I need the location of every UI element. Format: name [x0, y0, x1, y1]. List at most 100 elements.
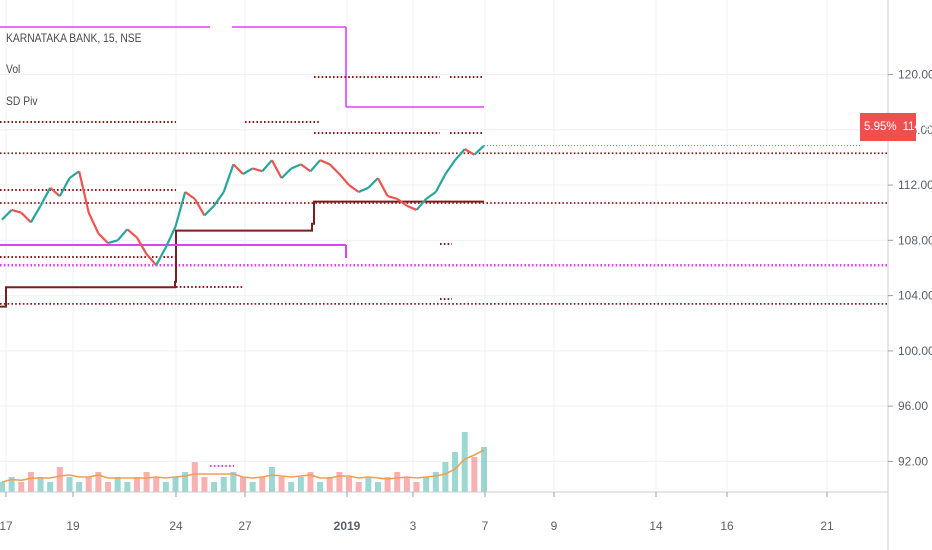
price-segment [376, 177, 389, 197]
volume-bar [268, 467, 275, 492]
price-segment [309, 159, 321, 172]
price-segment [87, 212, 100, 234]
volume-bar [66, 477, 73, 492]
volume-bar [114, 477, 121, 492]
volume-bar [259, 477, 266, 492]
price-segment [387, 195, 398, 200]
price-segment [300, 163, 312, 173]
x-tick-label: 16 [720, 519, 734, 533]
price-segment [164, 226, 177, 248]
price-segment [348, 184, 360, 193]
price-segment [136, 237, 148, 255]
price-segment [290, 163, 302, 170]
volume-bar [297, 477, 304, 492]
price-segment [39, 187, 52, 207]
price-segment [261, 159, 273, 172]
price-segment [97, 232, 109, 244]
price-segment [116, 228, 129, 242]
volume-bar [374, 482, 381, 492]
volume-bar [355, 482, 362, 492]
x-tick-label: 2019 [334, 519, 361, 533]
y-tick-label: 100.00 [898, 344, 932, 358]
price-segment [338, 173, 350, 186]
volume-bar [182, 472, 189, 492]
volume-bar [47, 482, 54, 492]
price-segment [193, 198, 206, 217]
price-segment [155, 246, 167, 266]
volume-bar [413, 482, 420, 492]
y-tick-label: 108.00 [898, 233, 932, 247]
volume-bar [201, 477, 208, 492]
x-tick-label: 14 [649, 519, 663, 533]
price-segment [406, 204, 417, 211]
price-segment [222, 163, 235, 193]
volume-bar [249, 482, 256, 492]
volume-bar [56, 467, 63, 492]
legend-symbol[interactable]: KARNATAKA BANK, 15, NSE [6, 31, 142, 45]
volume-bar [326, 477, 333, 492]
volume-bar [442, 462, 449, 492]
price-segment [270, 159, 283, 179]
price-segment [464, 148, 475, 156]
volume-bar [27, 472, 34, 492]
volume-bar [461, 432, 468, 492]
volume-bar [105, 482, 112, 492]
y-tick-label: 104.00 [898, 289, 932, 303]
volume-bar [220, 477, 227, 492]
volume-bar [452, 452, 459, 492]
volume-bar [0, 482, 5, 492]
last-change-pct: 5.95% [864, 121, 897, 133]
price-segment [1, 209, 13, 221]
price-segment [434, 173, 447, 193]
volume-bar [481, 447, 487, 492]
volume-bar [191, 462, 198, 492]
x-tick-label: 3 [410, 519, 417, 533]
volume-bar [384, 477, 391, 492]
x-tick-label: 17 [0, 519, 13, 533]
y-tick-label: 120.00 [898, 68, 932, 82]
price-segment [319, 159, 331, 166]
volume-bar [8, 477, 15, 492]
price-segment [396, 197, 408, 207]
x-tick-label: 9 [551, 519, 558, 533]
price-segment [242, 167, 254, 175]
price-segment [11, 208, 22, 214]
price-segment [232, 163, 244, 175]
price-segment [425, 191, 437, 200]
price-segment [126, 228, 138, 239]
price-segment [29, 205, 42, 223]
price-segment [174, 191, 187, 227]
volume-bar [288, 482, 295, 492]
x-tick-label: 7 [482, 519, 489, 533]
volume-bar [153, 477, 160, 492]
price-segment [415, 198, 427, 211]
price-segment [58, 177, 71, 197]
volume-bar [346, 477, 353, 492]
volume-bar [423, 477, 430, 492]
price-segment [49, 186, 61, 197]
y-tick-label: 92.00 [898, 454, 928, 468]
price-segment [454, 148, 466, 161]
volume-bar [172, 477, 179, 492]
volume-bar [365, 477, 372, 492]
x-tick-label: 21 [820, 519, 834, 533]
price-segment [20, 211, 32, 224]
price-segment [444, 159, 456, 175]
volume-bar [18, 482, 25, 492]
legend-sd-piv[interactable]: SD Piv [6, 94, 38, 108]
x-tick-label: 19 [66, 519, 80, 533]
y-tick-label: 96.00 [898, 399, 928, 413]
volume-bar [76, 482, 83, 492]
price-segment [213, 191, 225, 207]
volume-bar [162, 482, 169, 492]
price-segment [203, 205, 215, 217]
volume-bar [317, 482, 324, 492]
price-segment [107, 239, 118, 245]
volume-bar [432, 472, 439, 492]
volume-bar [336, 472, 343, 492]
last-price-badge: 5.95% 114.85 [860, 113, 932, 141]
price-segment [473, 144, 485, 156]
legend-volume[interactable]: Vol [6, 62, 21, 76]
